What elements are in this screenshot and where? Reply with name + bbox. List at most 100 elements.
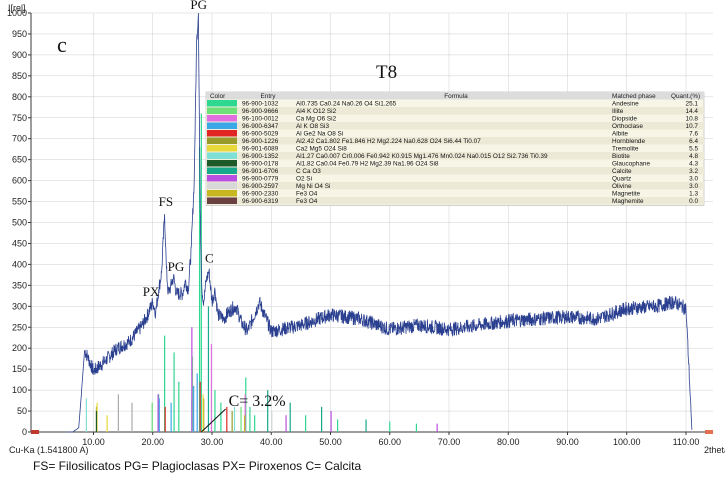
source-label: Cu-Ka (1.541800 A)	[9, 445, 89, 455]
y-tick-label: 850	[12, 71, 27, 81]
table-entry-cell: 96-900-5029	[242, 131, 279, 138]
phase-color-swatch	[207, 190, 237, 197]
table-quant-cell: 10.7	[686, 123, 699, 130]
phase-color-swatch	[207, 115, 237, 122]
x-tick-label: 80.00	[497, 437, 520, 447]
table-row-stripe	[206, 167, 704, 175]
phase-color-swatch	[207, 160, 237, 167]
table-quant-cell: 25.1	[686, 101, 699, 108]
calcite-pointer	[200, 408, 226, 433]
y-tick-label: 450	[12, 238, 27, 248]
x-tick-label: 20.00	[141, 437, 164, 447]
x-tick-label: 90.00	[556, 437, 579, 447]
table-phase-cell: Diopside	[612, 116, 637, 123]
table-entry-cell: 96-900-2330	[242, 191, 279, 198]
table-formula-cell: Al K O8 Si3	[296, 123, 329, 130]
calcite-percent-label: C= 3.2%	[229, 393, 286, 410]
table-quant-cell: 7.6	[689, 131, 698, 138]
y-tick-label: 1000	[7, 8, 27, 18]
table-entry-cell: 96-901-6089	[242, 146, 279, 153]
grid	[31, 12, 713, 433]
table-phase-cell: Albite	[612, 131, 628, 138]
table-formula-cell: Fe3 O4	[296, 198, 318, 205]
table-header-cell: Quant.(%)	[671, 93, 700, 100]
table-quant-cell: 3.0	[689, 183, 698, 190]
table-quant-cell: 5.5	[689, 146, 698, 153]
table-formula-cell: Al1.82 Ca0.04 Fe0.79 H2 Mg2.39 Na1.96 O2…	[296, 161, 439, 168]
y-axis: 0 50 100 150 200 250 300 350 400 450 500 550 600 650 7…	[7, 8, 32, 437]
table-quant-cell: 14.4	[686, 108, 699, 115]
table-entry-cell: 96-900-6319	[242, 198, 279, 205]
peak-label-px: PX	[143, 284, 160, 299]
y-tick-label: 900	[12, 50, 27, 60]
peak-label-pg: PG	[168, 259, 185, 274]
table-quant-cell: 4.3	[689, 161, 698, 168]
phase-color-swatch	[207, 122, 237, 129]
table-header-row	[206, 92, 704, 100]
y-tick-label: 550	[12, 197, 27, 207]
range-end-marker	[705, 430, 713, 434]
table-row-stripe	[206, 137, 704, 145]
table-phase-cell: Hornblende	[612, 138, 645, 145]
table-formula-cell: Al4 K O12 Si2	[296, 108, 337, 115]
table-formula-cell: C Ca O3	[296, 168, 321, 175]
table-formula-cell: Al0.735 Ca0.24 Na0.26 O4 Si1.265	[296, 101, 397, 108]
phase-color-swatch	[207, 100, 237, 107]
table-row-stripe	[206, 152, 704, 160]
table-entry-cell: 96-900-1032	[242, 101, 279, 108]
y-tick-label: 500	[12, 218, 27, 228]
table-phase-cell: Calcite	[612, 168, 632, 175]
peak-annotations: PG FS PG C PX C= 3.2%	[143, 0, 286, 433]
y-tick-label: 800	[12, 92, 27, 102]
table-formula-cell: Al1.27 Ca0.007 Cr0.006 Fe0.942 K0.915 Mg…	[296, 153, 548, 160]
table-formula-cell: Al2.42 Ca1.802 Fe1.846 H2 Mg2.224 Na0.62…	[296, 138, 481, 145]
table-quant-cell: 4.8	[689, 153, 698, 160]
x-tick-label: 50.00	[319, 437, 342, 447]
table-phase-cell: Olivine	[612, 183, 632, 190]
y-tick-label: 750	[12, 113, 27, 123]
x-tick-label: 40.00	[260, 437, 283, 447]
table-entry-cell: 96-900-1352	[242, 153, 279, 160]
y-tick-label: 100	[12, 385, 27, 395]
phase-color-swatch	[207, 197, 237, 204]
y-tick-label: 650	[12, 155, 27, 165]
table-entry-cell: 96-900-6347	[242, 123, 279, 130]
table-entry-cell: 96-900-2597	[242, 183, 279, 190]
table-header-cell: Entry	[261, 93, 277, 100]
phase-color-swatch	[207, 167, 237, 174]
table-row-stripe	[206, 122, 704, 130]
x-axis: 10.00 20.00 30.00 40.00 50.00 60.00 70.00 80.00…	[31, 430, 713, 447]
table-row-stripe	[206, 107, 704, 115]
phase-color-swatch	[207, 130, 237, 137]
phase-table: Color Entry Formula Matched phase Quant.(%) 9…	[205, 91, 705, 206]
range-start-marker	[31, 430, 39, 434]
x-tick-label: 30.00	[201, 437, 224, 447]
table-row-stripe	[206, 182, 704, 190]
peak-label-fs: FS	[159, 194, 173, 209]
table-phase-cell: Andesine	[612, 101, 639, 108]
table-phase-cell: Biotite	[612, 153, 630, 160]
table-row-stripe	[206, 197, 704, 205]
table-formula-cell: Mg Ni O4 Si	[296, 183, 330, 190]
table-entry-cell: 96-900-0779	[242, 176, 279, 183]
y-tick-label: 950	[12, 29, 27, 39]
table-entry-cell: 96-900-1226	[242, 138, 279, 145]
diffraction-pattern	[66, 12, 693, 433]
table-phase-cell: Magnetite	[612, 191, 641, 198]
table-quant-cell: 3.2	[689, 168, 698, 175]
y-tick-label: 700	[12, 134, 27, 144]
y-tick-label: 50	[17, 406, 27, 416]
table-header-cell: Matched phase	[612, 93, 656, 100]
table-phase-cell: Tremolite	[612, 146, 639, 153]
table-formula-cell: Fe3 O4	[296, 191, 318, 198]
panel-label: c	[57, 32, 67, 57]
table-quant-cell: 1.3	[689, 191, 698, 198]
phase-color-swatch	[207, 175, 237, 182]
y-tick-label: 150	[12, 364, 27, 374]
table-formula-cell: Ca2 Mg5 O24 Si8	[296, 146, 347, 153]
y-tick-label: 200	[12, 343, 27, 353]
peak-label-c: C	[205, 251, 214, 266]
table-phase-cell: Maghemite	[612, 198, 644, 205]
pattern-line	[66, 12, 693, 433]
table-quant-cell: 0.0	[689, 198, 698, 205]
